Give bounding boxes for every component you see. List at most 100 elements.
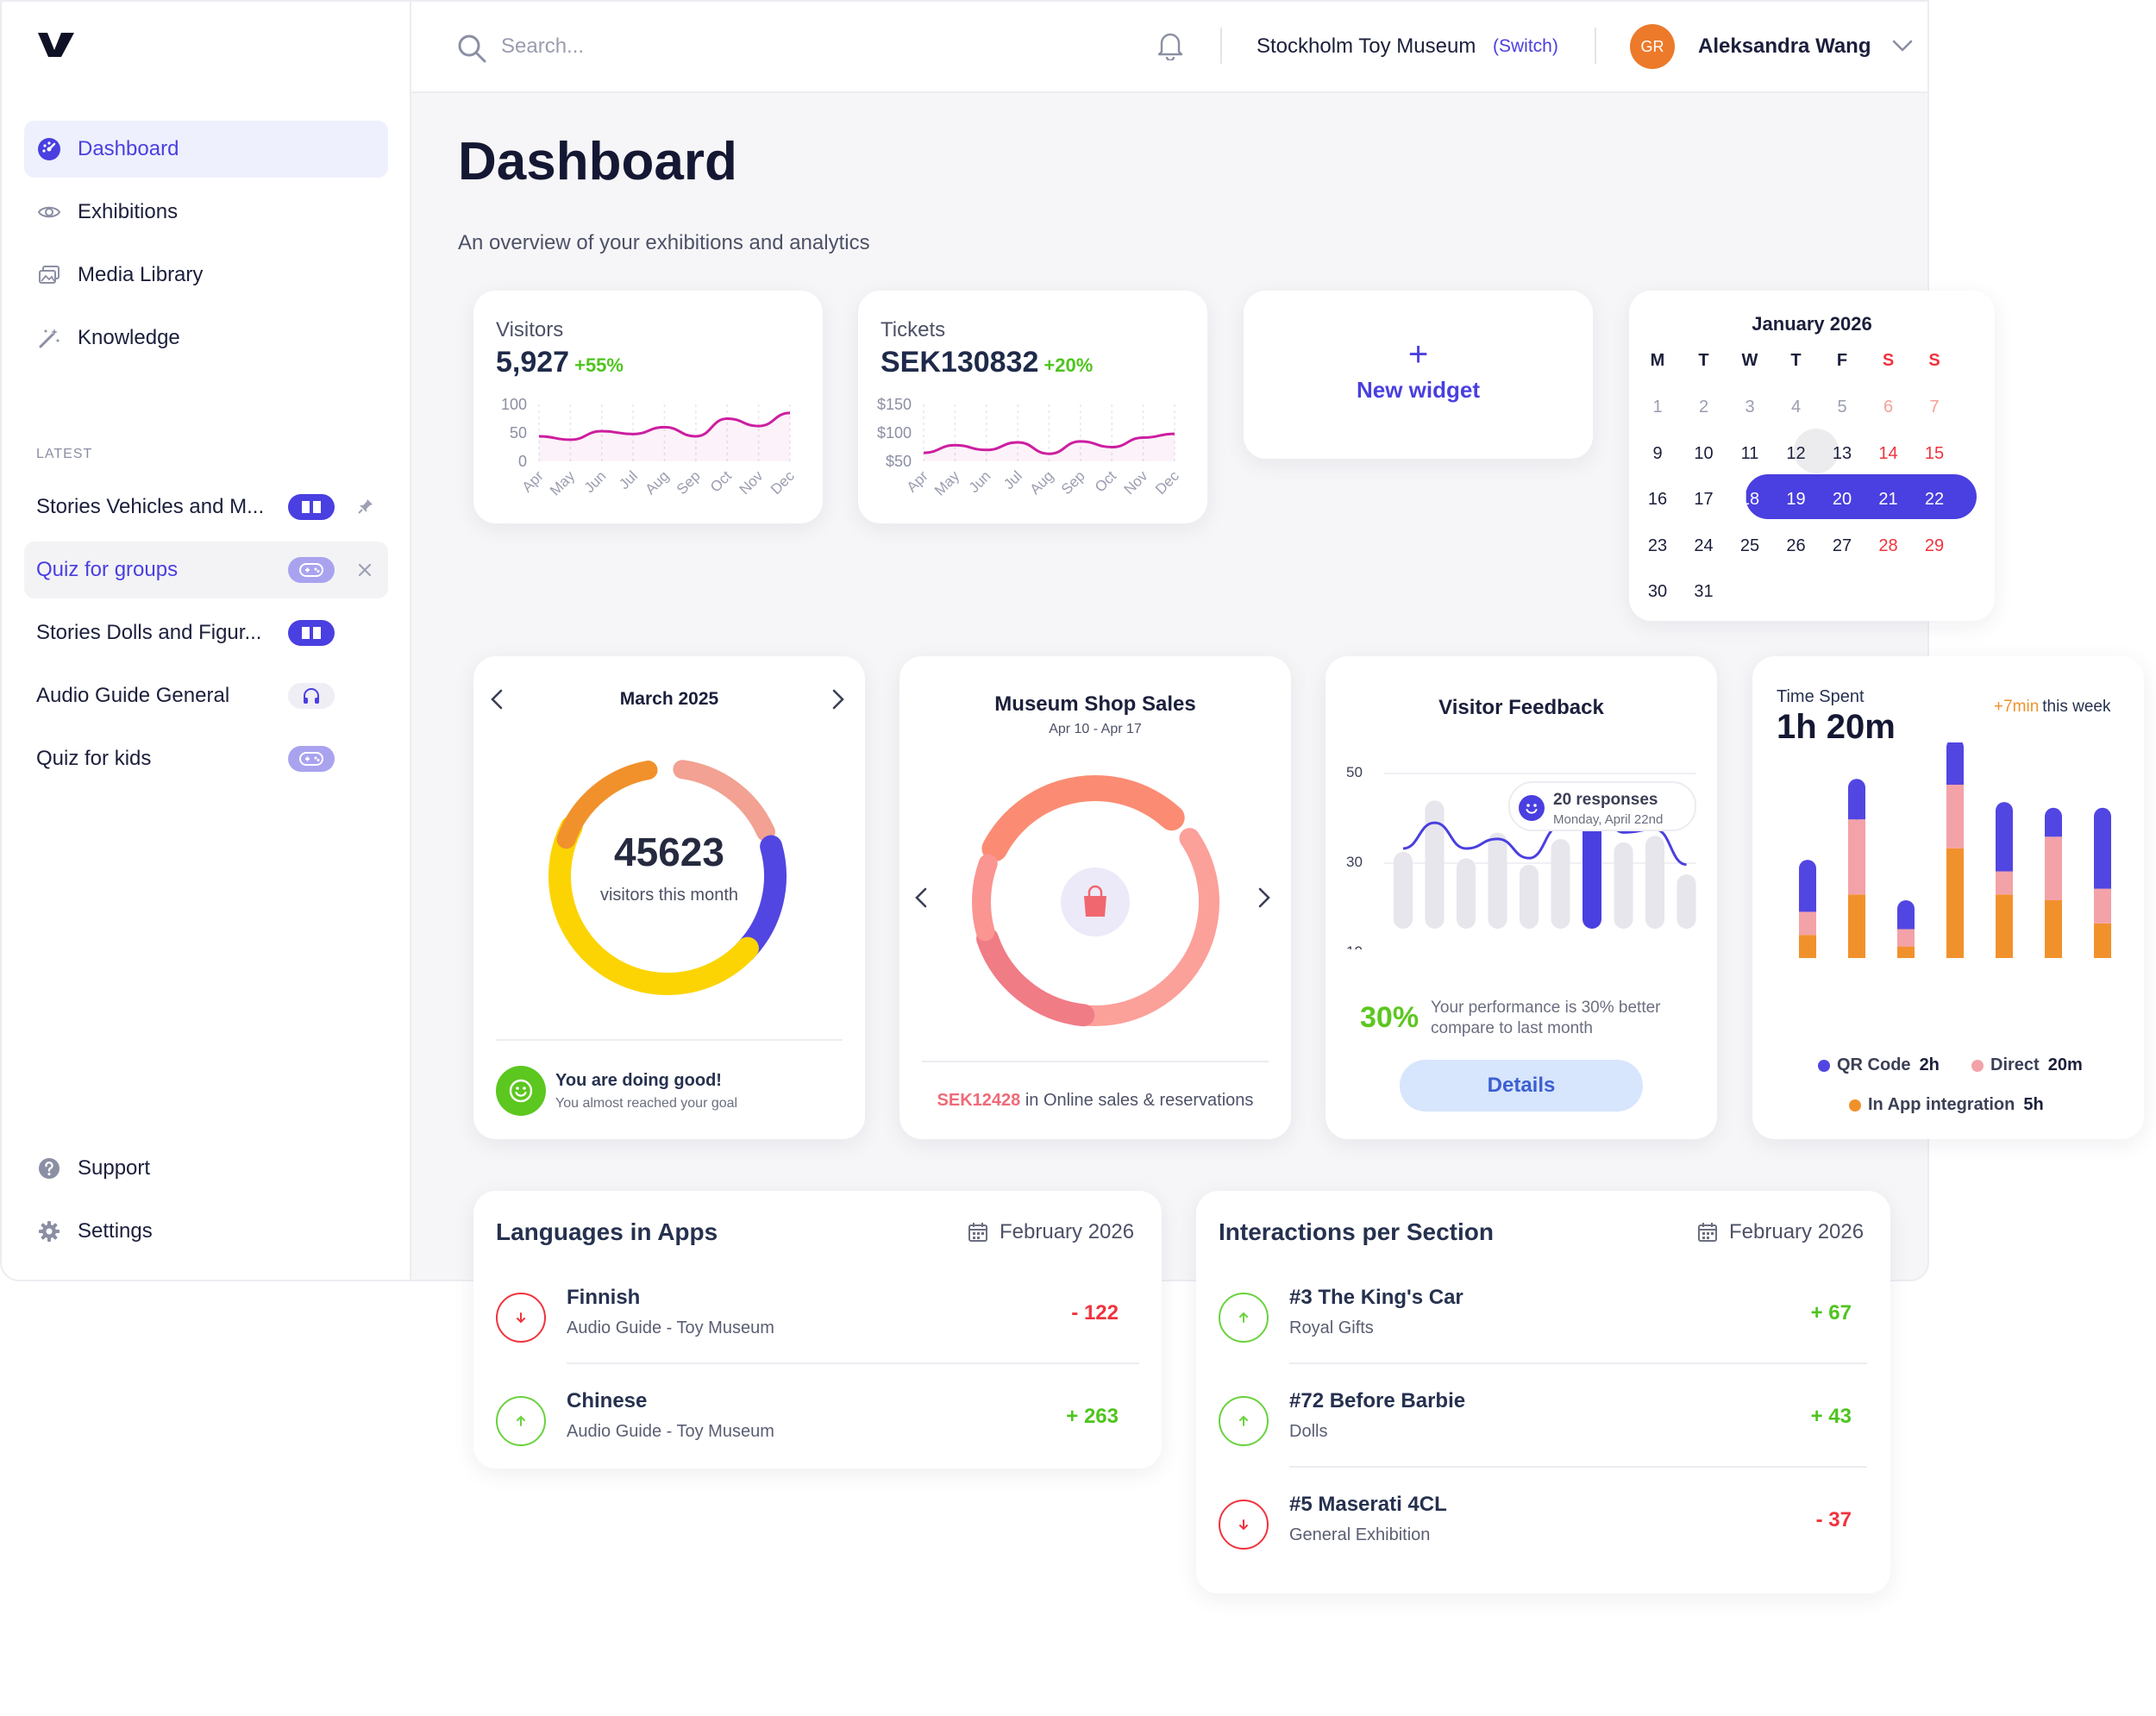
top-bar: Stockholm Toy Museum (Switch) GR Aleksan… [411,2,1927,93]
calendar-day[interactable]: 16 [1647,490,1668,509]
nav-media-library[interactable]: Media Library [24,247,388,304]
calendar-day[interactable]: 6 [1883,398,1894,416]
nav-dashboard[interactable]: Dashboard [24,121,388,178]
nav-support[interactable]: Support [24,1140,388,1197]
headphones-icon [288,683,335,709]
calendar-day[interactable]: 27 [1832,535,1852,555]
bar-segment [1946,776,1964,785]
calendar-day[interactable]: 3 [1745,398,1755,416]
y-tick-label: 10 [1346,943,1363,949]
nav-exhibitions[interactable]: Exhibitions [24,184,388,241]
x-tick-label: S [2096,981,2108,984]
bar-segment [1996,871,2013,895]
visitors-donut [548,757,787,995]
list-item[interactable]: Chinese Audio Guide - Toy Museum + 263 [496,1381,1139,1475]
avatar[interactable]: GR [1630,24,1675,69]
calendar-day[interactable]: 17 [1694,490,1714,509]
latest-item[interactable]: Audio Guide General [24,667,388,724]
latest-item-label: Audio Guide General [36,684,230,707]
latest-item[interactable]: Quiz for groups [24,542,388,598]
sidebar: Dashboard Exhibitions Media Library Know… [2,2,411,1280]
calendar-day[interactable]: 18 [1739,490,1760,509]
calendar-day[interactable]: 19 [1786,490,1806,509]
chevron-right-icon[interactable] [827,687,848,716]
x-tick-label: Nov [736,467,767,498]
latest-item[interactable]: Quiz for kids [24,730,388,787]
visitors-delta: +55% [574,354,624,376]
chevron-left-icon[interactable] [487,687,508,716]
calendar-day[interactable]: 9 [1652,443,1663,463]
list-item[interactable]: #72 Before Barbie Dolls + 43 [1219,1381,1867,1475]
goal-title: You are doing good! [555,1071,722,1090]
calendar-day[interactable]: 4 [1790,398,1802,416]
x-tick-label: Dec [768,467,798,498]
row-value: + 67 [1810,1301,1852,1325]
eye-icon [36,199,62,225]
row-subtitle: Royal Gifts [1289,1318,1374,1337]
bell-icon[interactable] [1156,29,1184,65]
calendar-day[interactable]: 23 [1647,535,1668,555]
y-tick-label: 30 [1346,854,1363,870]
gamepad-icon [288,746,335,772]
interactions-date[interactable]: February 2026 [1696,1220,1864,1244]
weekday-label: S [1928,351,1940,370]
close-icon[interactable] [357,561,373,583]
tickets-delta: +20% [1044,354,1094,376]
calendar-day[interactable]: 5 [1837,398,1847,416]
x-tick-label: W [1898,981,1915,984]
chevron-down-icon[interactable] [1891,38,1914,58]
calendar-day[interactable]: 24 [1694,535,1714,555]
row-subtitle: Audio Guide - Toy Museum [567,1318,774,1337]
calendar-day[interactable]: 22 [1924,490,1945,509]
y-tick-label: 0 [518,453,527,470]
list-item[interactable]: Finnish Audio Guide - Toy Museum - 122 [496,1277,1139,1372]
calendar-day[interactable]: 10 [1694,443,1714,463]
calendar-day[interactable]: 25 [1739,535,1760,555]
calendar-day[interactable]: 29 [1924,535,1945,555]
new-widget-button[interactable]: + New widget [1244,291,1593,459]
latest-item[interactable]: Stories Vehicles and M... [24,479,388,535]
nav-knowledge[interactable]: Knowledge [24,310,388,366]
area-fill [539,412,790,461]
latest-item[interactable]: Stories Dolls and Figur... [24,604,388,661]
calendar-day[interactable]: 7 [1929,398,1940,416]
calendar-day[interactable]: 2 [1698,398,1709,416]
languages-date[interactable]: February 2026 [967,1220,1134,1244]
legend-swatch [1849,1099,1861,1112]
switch-museum-link[interactable]: (Switch) [1493,36,1558,56]
calendar-day[interactable]: 15 [1924,443,1945,463]
arrow-up-icon [496,1396,546,1446]
details-button[interactable]: Details [1400,1060,1643,1112]
calendar-day[interactable]: 11 [1740,443,1759,463]
bar-segment [2045,836,2062,900]
calendar-day[interactable]: 1 [1652,398,1663,416]
list-item[interactable]: #5 Maserati 4CL General Exhibition - 37 [1219,1484,1867,1579]
interactions-title: Interactions per Section [1219,1218,1494,1245]
performance-text: Your performance is 30% better compare t… [1431,999,1661,1037]
search-input[interactable] [501,29,932,64]
responses-date: Monday, April 22nd [1553,812,1664,827]
calendar-day[interactable]: 12 [1786,443,1806,463]
y-tick-label: $150 [877,396,912,413]
list-item[interactable]: #3 The King's Car Royal Gifts + 67 [1219,1277,1867,1372]
chevron-right-icon[interactable] [1253,886,1274,914]
calendar-day[interactable]: 14 [1878,443,1898,463]
nav-label: Dashboard [78,137,179,160]
calendar-day[interactable]: 21 [1878,490,1898,509]
calendar-day[interactable]: 20 [1832,490,1852,509]
time-spent-label: Time Spent [1777,687,1865,706]
pin-icon[interactable] [357,498,374,520]
nav-label: Settings [78,1219,153,1243]
brand-logo[interactable] [36,31,76,63]
nav-settings[interactable]: Settings [24,1203,388,1260]
calendar-day[interactable]: 28 [1878,535,1898,555]
user-name[interactable]: Aleksandra Wang [1698,34,1871,58]
calendar-selected-range [1745,474,1977,519]
calendar-day[interactable]: 26 [1786,535,1806,555]
calendar-day[interactable]: 31 [1694,582,1714,601]
calendar-day[interactable]: 30 [1647,582,1668,601]
calendar-day[interactable]: 13 [1832,443,1852,463]
chevron-left-icon[interactable] [912,886,932,914]
shop-sales-dates: Apr 10 - Apr 17 [1049,722,1142,736]
